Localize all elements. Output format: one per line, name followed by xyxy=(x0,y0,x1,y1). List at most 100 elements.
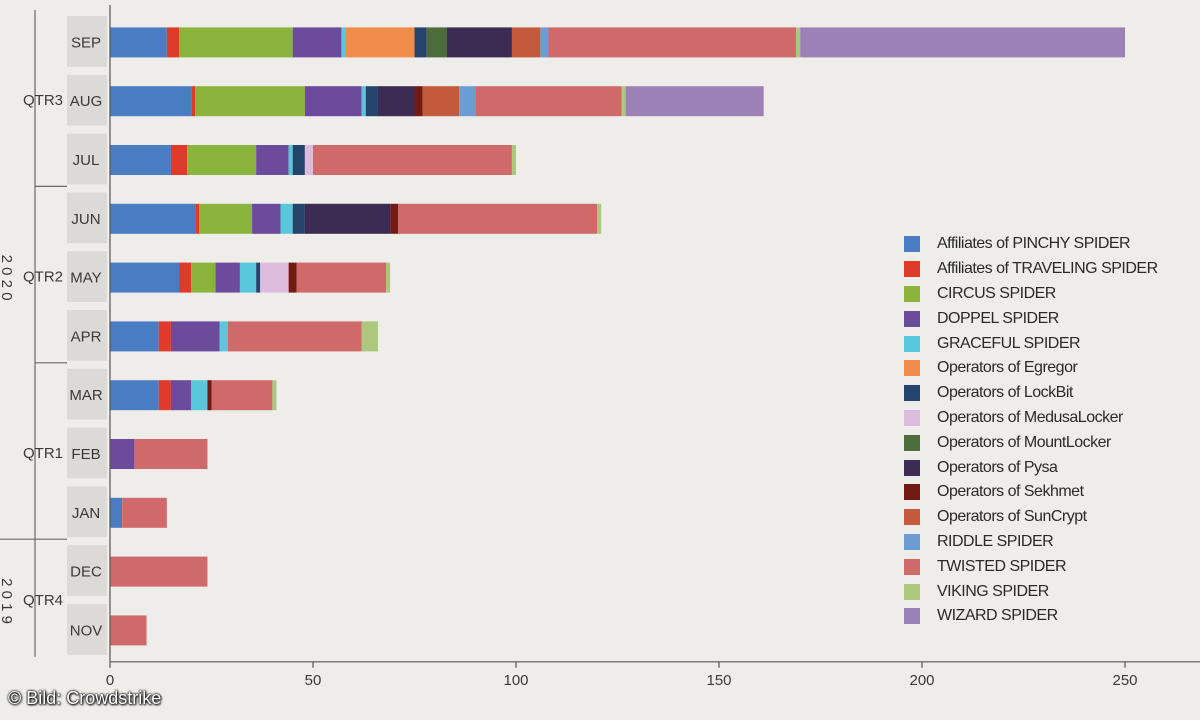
x-tick-label: 100 xyxy=(503,672,528,689)
bar-segment xyxy=(386,262,391,293)
legend-label: Operators of Egregor xyxy=(937,359,1078,377)
bar-segment xyxy=(134,439,208,469)
bar-segment xyxy=(166,27,180,58)
bar-segment xyxy=(426,27,447,58)
bar-segment xyxy=(288,145,293,175)
legend-item: Operators of Egregor xyxy=(904,356,1200,381)
legend-label: VIKING SPIDER xyxy=(937,582,1049,600)
legend-label: WIZARD SPIDER xyxy=(937,607,1058,625)
bar-segment xyxy=(179,262,192,293)
bar-segment xyxy=(621,86,626,117)
legend-item: GRACEFUL SPIDER xyxy=(904,331,1200,356)
bar-segment xyxy=(540,27,549,58)
month-band xyxy=(67,133,107,185)
x-tick-label: 0 xyxy=(106,672,114,689)
bar-segment xyxy=(252,203,281,234)
legend-item: Affiliates of PINCHY SPIDER xyxy=(904,232,1200,257)
bar-segment xyxy=(422,86,460,117)
bar-segment xyxy=(191,262,216,293)
month-band xyxy=(67,74,107,126)
bar-segment xyxy=(292,27,342,58)
legend-swatch xyxy=(904,558,920,575)
bar-segment xyxy=(296,262,387,293)
x-tick-label: 150 xyxy=(706,672,731,689)
month-label: MAY xyxy=(70,270,101,287)
legend-label: Affiliates of PINCHY SPIDER xyxy=(937,235,1131,253)
bar-segment xyxy=(280,203,293,234)
bar-segment xyxy=(292,145,305,175)
bar-segment xyxy=(390,203,399,234)
bar-segment xyxy=(414,86,423,117)
bar-segment xyxy=(110,262,180,293)
bar-segment xyxy=(361,86,366,117)
x-tick-label: 250 xyxy=(1112,672,1137,689)
x-axis-ticks: 0 50 100 150 200 250 xyxy=(106,661,1138,689)
legend-swatch xyxy=(904,236,920,253)
month-label: JUN xyxy=(71,211,100,228)
category-labels: SEP AUG JUL JUN MAY APR MAR FEB JAN DEC NOV QTR3 QTR… xyxy=(0,34,103,639)
bar-segment xyxy=(227,321,362,352)
bar-segment xyxy=(475,86,622,117)
bar-segment xyxy=(191,86,196,117)
month-label: JAN xyxy=(72,505,100,522)
legend-swatch xyxy=(904,459,920,476)
month-bands xyxy=(67,16,107,655)
bar-segment xyxy=(304,145,313,175)
year-label: 2 0 2 0 xyxy=(0,255,15,301)
quarter-label: QTR1 xyxy=(23,445,63,462)
bar-segment xyxy=(377,86,415,117)
bar-segment xyxy=(341,27,346,58)
bar-segment xyxy=(195,86,305,117)
bar-segment xyxy=(179,27,293,58)
legend-swatch xyxy=(904,285,920,302)
bar-segment xyxy=(597,203,602,234)
legend-item: DOPPEL SPIDER xyxy=(904,306,1200,331)
legend-swatch xyxy=(904,533,920,550)
bar-segment xyxy=(288,262,297,293)
legend-swatch xyxy=(904,261,920,278)
bar-segment xyxy=(796,27,801,58)
month-label: DEC xyxy=(70,564,102,581)
month-label: MAR xyxy=(69,387,103,404)
x-tick-label: 50 xyxy=(305,672,322,689)
legend-label: Operators of SunCrypt xyxy=(937,508,1087,526)
legend-item: Operators of MedusaLocker xyxy=(904,406,1200,431)
image-credit: © Bild: Crowdstrike xyxy=(8,688,162,708)
legend-swatch xyxy=(904,434,920,451)
legend-swatch xyxy=(904,385,920,402)
month-label: NOV xyxy=(70,622,103,639)
x-tick-label: 200 xyxy=(909,672,934,689)
month-band xyxy=(67,545,107,596)
bar-segment xyxy=(170,145,188,175)
bar-segment xyxy=(110,615,147,646)
bar-segment xyxy=(548,27,797,58)
legend: Affiliates of PINCHY SPIDER Affiliates of… xyxy=(904,232,1200,629)
bar-segment xyxy=(110,556,208,587)
bar-segment xyxy=(110,497,123,528)
bar-segment xyxy=(110,203,196,234)
legend-label: Operators of MountLocker xyxy=(937,433,1111,451)
bar-segment xyxy=(625,86,764,117)
legend-label: Affiliates of TRAVELING SPIDER xyxy=(937,260,1158,278)
month-band xyxy=(67,604,107,655)
legend-swatch xyxy=(904,409,920,426)
bar-segment xyxy=(195,203,200,234)
legend-item: RIDDLE SPIDER xyxy=(904,530,1200,555)
legend-swatch xyxy=(904,360,920,377)
bar-segment xyxy=(191,380,208,411)
bar-segment xyxy=(219,321,228,352)
legend-label: RIDDLE SPIDER xyxy=(937,532,1054,550)
bars xyxy=(110,27,1125,646)
legend-label: CIRCUS SPIDER xyxy=(937,284,1056,302)
legend-label: Operators of LockBit xyxy=(937,384,1073,402)
legend-label: GRACEFUL SPIDER xyxy=(937,334,1081,352)
bar-segment xyxy=(361,321,378,352)
legend-item: Affiliates of TRAVELING SPIDER xyxy=(904,257,1200,282)
legend-label: DOPPEL SPIDER xyxy=(937,309,1059,327)
bar-segment xyxy=(345,27,415,58)
legend-item: Operators of SunCrypt xyxy=(904,505,1200,530)
month-band xyxy=(67,486,107,538)
bar-segment xyxy=(365,86,378,117)
legend-swatch xyxy=(904,608,920,625)
